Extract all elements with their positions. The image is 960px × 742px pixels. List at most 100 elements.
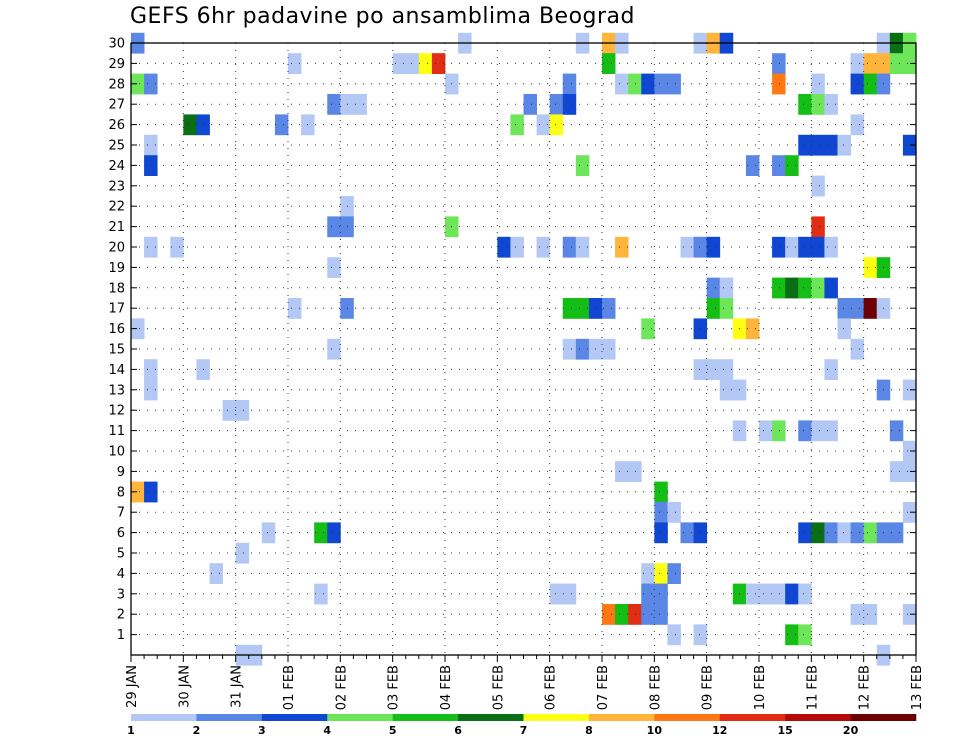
colorbar-segment: [196, 714, 263, 721]
heatmap-cell: [837, 522, 851, 544]
x-tick-label: 31 JAN: [230, 665, 245, 708]
x-tick-label: 29 JAN: [125, 665, 140, 708]
heatmap-cell: [745, 583, 760, 605]
heatmap-cell: [798, 624, 812, 646]
heatmap-cell: [144, 379, 158, 401]
heatmap-cell: [170, 236, 184, 258]
heatmap-cell: [863, 522, 878, 544]
heatmap-cell: [536, 236, 551, 258]
y-tick-label: 25: [108, 139, 125, 154]
heatmap-cell: [654, 563, 668, 584]
heatmap-cell: [785, 155, 799, 176]
colorbar-label: 15: [778, 724, 793, 737]
heatmap-cell: [798, 236, 812, 258]
heatmap-cell: [863, 298, 878, 319]
x-tick-label: 11 FEB: [805, 665, 820, 710]
heatmap-cell: [745, 155, 760, 176]
heatmap-cell: [274, 114, 289, 136]
chart-title: GEFS 6hr padavine po ansamblima Beograd: [130, 4, 636, 29]
heatmap-cell: [785, 583, 799, 605]
heatmap-cell: [850, 298, 865, 319]
heatmap-cell: [850, 604, 865, 625]
colorbar-segment: [131, 714, 197, 721]
heatmap-cell: [772, 155, 786, 176]
heatmap-cell: [772, 583, 786, 605]
heatmap-cell: [615, 604, 629, 625]
heatmap-cell: [772, 236, 786, 258]
heatmap-cell: [863, 257, 878, 278]
heatmap-cell: [654, 604, 668, 625]
heatmap-cell: [811, 216, 825, 238]
heatmap-cell: [811, 522, 825, 544]
heatmap-cell: [353, 94, 367, 115]
heatmap-cell: [811, 175, 825, 197]
heatmap-cell: [824, 522, 838, 544]
heatmap-cell: [693, 236, 708, 258]
heatmap-cell: [327, 257, 341, 278]
heatmap-cell: [144, 155, 158, 176]
colorbar: 1 2 3 4 5 6 7 8 10 12 15 20: [127, 714, 917, 737]
heatmap-cell: [824, 277, 838, 299]
colorbar-segment: [654, 714, 721, 721]
y-tick-label: 12: [108, 404, 125, 419]
x-tick-label: 07 FEB: [596, 665, 611, 710]
heatmap-cell: [667, 563, 681, 584]
heatmap-cell: [785, 624, 799, 646]
heatmap-cell: [798, 420, 812, 442]
heatmap-cell: [902, 53, 917, 74]
colorbar-label: 3: [258, 724, 266, 737]
x-tick-label: 03 FEB: [387, 665, 402, 710]
heatmap-cell: [837, 298, 851, 319]
heatmap-cell: [693, 624, 708, 646]
heatmap-cell: [824, 359, 838, 380]
x-tick-label: 06 FEB: [544, 665, 559, 710]
heatmap-cell: [183, 114, 197, 136]
y-tick-label: 26: [108, 118, 125, 133]
colorbar-label: 5: [389, 724, 397, 737]
heatmap-cell: [327, 94, 341, 115]
heatmap-cell: [144, 73, 158, 95]
heatmap-cell: [772, 73, 786, 95]
heatmap-cell: [811, 94, 825, 115]
heatmap-cell: [615, 73, 629, 95]
heatmap-cell: [549, 583, 564, 605]
heatmap-cell: [144, 359, 158, 380]
heatmap-cell: [131, 481, 145, 503]
heatmap-cell: [654, 522, 668, 544]
heatmap-cell: [314, 583, 328, 605]
heatmap-cell: [850, 53, 865, 74]
heatmap-cell: [772, 420, 786, 442]
heatmap-cell: [510, 236, 524, 258]
heatmap-cell: [405, 53, 420, 74]
heatmap-cell: [889, 420, 904, 442]
y-tick-label: 14: [108, 363, 125, 378]
colorbar-label: 12: [712, 724, 727, 737]
heatmap-cell: [902, 461, 917, 482]
heatmap-cell: [523, 94, 537, 115]
heatmap-cell: [902, 379, 917, 401]
heatmap-cell: [759, 420, 773, 442]
colorbar-segment: [327, 714, 393, 721]
heatmap-cell: [785, 236, 799, 258]
colorbar-label: 4: [323, 724, 331, 737]
heatmap-cell: [680, 236, 694, 258]
heatmap-cell: [562, 94, 577, 115]
heatmap-cell: [902, 502, 917, 523]
heatmap-cell: [327, 522, 341, 544]
heatmap-cell: [131, 73, 145, 95]
heatmap-cell: [811, 236, 825, 258]
heatmap-cell: [549, 114, 564, 136]
heatmap-cell: [575, 155, 590, 176]
y-tick-label: 23: [108, 179, 125, 194]
x-tick-label: 12 FEB: [858, 665, 873, 710]
heatmap-cell: [693, 522, 708, 544]
heatmap-cell: [824, 236, 838, 258]
heatmap-cell: [824, 420, 838, 442]
heatmap-cell: [667, 73, 681, 95]
heatmap-cell: [693, 359, 708, 380]
heatmap-cell: [798, 277, 812, 299]
heatmap-cell: [772, 277, 786, 299]
y-tick-label: 17: [108, 302, 125, 317]
colorbar-label: 7: [520, 724, 528, 737]
